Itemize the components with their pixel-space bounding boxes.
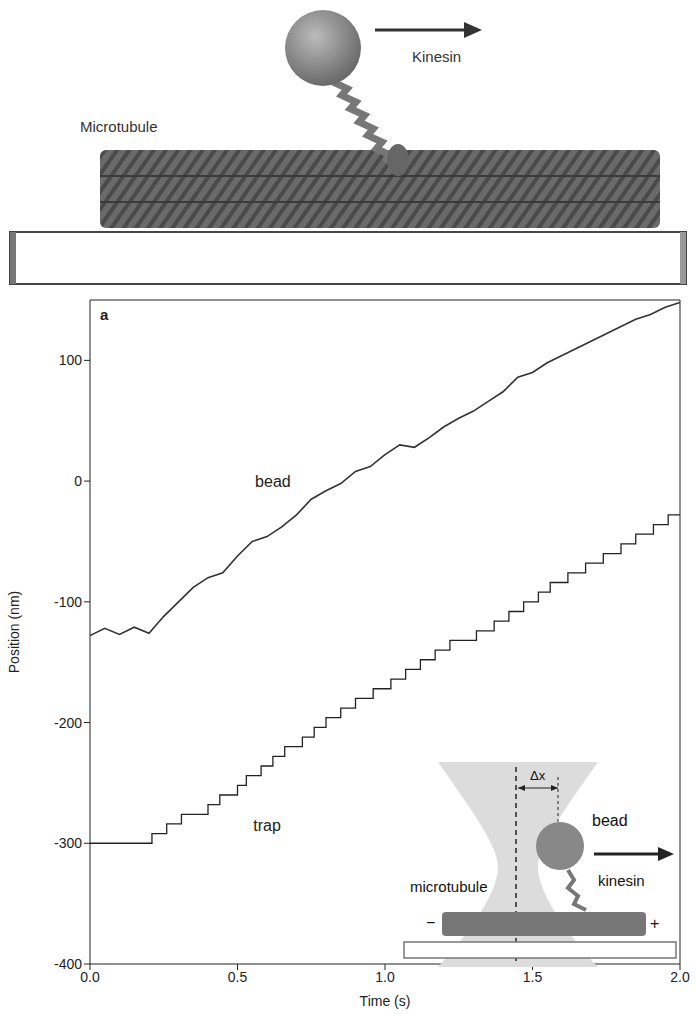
svg-text:bead: bead <box>255 473 291 490</box>
svg-text:1.5: 1.5 <box>523 969 543 985</box>
svg-text:kinesin: kinesin <box>598 872 645 889</box>
svg-text:-200: -200 <box>54 715 82 731</box>
svg-text:−: − <box>426 914 435 931</box>
svg-text:0.5: 0.5 <box>228 969 248 985</box>
svg-text:+: + <box>650 915 659 932</box>
svg-text:0: 0 <box>74 473 82 489</box>
svg-text:trap: trap <box>253 817 281 834</box>
svg-text:microtubule: microtubule <box>410 878 488 895</box>
svg-text:Kinesin: Kinesin <box>412 48 461 65</box>
svg-text:Time (s): Time (s) <box>360 993 411 1009</box>
html-text:a: a <box>100 306 109 323</box>
svg-text:-400: -400 <box>54 956 82 972</box>
svg-text:Δx: Δx <box>530 768 546 783</box>
svg-text:Position (nm): Position (nm) <box>6 591 22 673</box>
svg-text:bead: bead <box>592 812 628 829</box>
svg-text:1.0: 1.0 <box>375 969 395 985</box>
svg-text:-100: -100 <box>54 594 82 610</box>
svg-text:Microtubule: Microtubule <box>80 118 158 135</box>
svg-text:-300: -300 <box>54 835 82 851</box>
svg-text:0.0: 0.0 <box>80 969 100 985</box>
svg-text:100: 100 <box>59 352 83 368</box>
svg-text:2.0: 2.0 <box>670 969 690 985</box>
